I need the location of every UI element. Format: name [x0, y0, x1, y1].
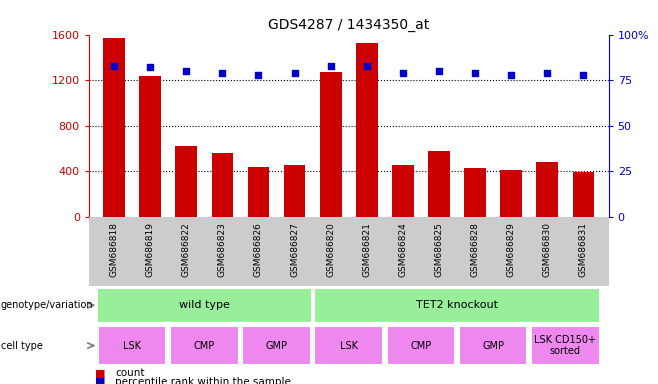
Text: GMP: GMP [482, 341, 504, 351]
Text: GSM686825: GSM686825 [434, 222, 443, 277]
Bar [465, 168, 486, 217]
Point [109, 63, 119, 69]
Title: GDS4287 / 1434350_at: GDS4287 / 1434350_at [268, 18, 430, 32]
Point [290, 70, 300, 76]
Text: GSM686828: GSM686828 [470, 222, 480, 277]
Text: GSM686829: GSM686829 [507, 222, 516, 277]
Bar [98, 326, 166, 365]
Text: ■: ■ [95, 368, 106, 378]
Text: GSM686822: GSM686822 [182, 222, 191, 277]
Point [470, 70, 480, 76]
Bar [315, 326, 383, 365]
Bar [170, 326, 239, 365]
Point [217, 70, 228, 76]
Text: GMP: GMP [266, 341, 288, 351]
Bar [428, 151, 450, 217]
Bar [139, 76, 161, 217]
Bar [212, 153, 233, 217]
Point [578, 72, 589, 78]
Bar [531, 326, 599, 365]
Bar [572, 172, 594, 217]
Bar [103, 38, 125, 217]
Text: CMP: CMP [193, 341, 215, 351]
Text: CMP: CMP [411, 341, 432, 351]
Point [361, 63, 372, 69]
Bar [459, 326, 528, 365]
Bar [392, 164, 414, 217]
Point [253, 72, 264, 78]
Point [145, 65, 155, 71]
Text: percentile rank within the sample: percentile rank within the sample [115, 377, 291, 384]
Text: genotype/variation: genotype/variation [1, 300, 93, 310]
Text: wild type: wild type [179, 300, 230, 310]
Bar [176, 146, 197, 217]
Text: GSM686820: GSM686820 [326, 222, 335, 277]
Point [181, 68, 191, 74]
Point [434, 68, 444, 74]
Text: TET2 knockout: TET2 knockout [416, 300, 498, 310]
Bar [247, 167, 269, 217]
Text: LSK: LSK [123, 341, 141, 351]
Text: GSM686823: GSM686823 [218, 222, 227, 277]
Bar [284, 164, 305, 217]
Text: GSM686830: GSM686830 [543, 222, 552, 278]
Point [397, 70, 408, 76]
Point [506, 72, 517, 78]
Text: GSM686824: GSM686824 [398, 222, 407, 277]
Text: GSM686831: GSM686831 [579, 222, 588, 278]
Bar [97, 288, 311, 323]
Text: GSM686818: GSM686818 [110, 222, 118, 278]
Point [326, 63, 336, 69]
Bar [500, 170, 522, 217]
Bar [356, 43, 378, 217]
Text: count: count [115, 368, 145, 378]
Bar [387, 326, 455, 365]
Bar [314, 288, 600, 323]
Text: GSM686819: GSM686819 [145, 222, 155, 278]
Text: GSM686827: GSM686827 [290, 222, 299, 277]
Point [542, 70, 553, 76]
Text: cell type: cell type [1, 341, 43, 351]
Text: GSM686826: GSM686826 [254, 222, 263, 277]
Text: LSK CD150+
sorted: LSK CD150+ sorted [534, 335, 596, 356]
Bar [536, 162, 558, 217]
Bar [320, 72, 342, 217]
Text: LSK: LSK [340, 341, 358, 351]
Text: GSM686821: GSM686821 [363, 222, 371, 277]
Bar [242, 326, 311, 365]
Text: ■: ■ [95, 377, 106, 384]
